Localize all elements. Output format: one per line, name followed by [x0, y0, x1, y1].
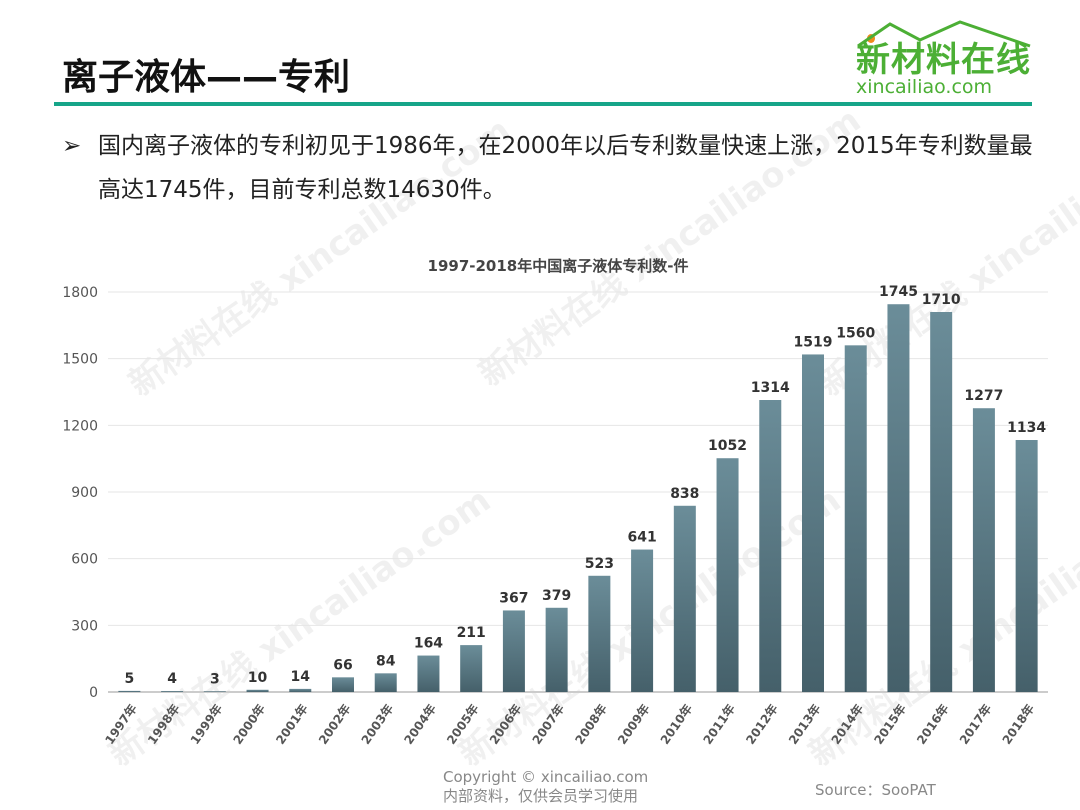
data-label: 5	[124, 671, 134, 687]
x-tick-label: 2007年	[529, 701, 567, 747]
y-tick-label: 1800	[62, 285, 98, 301]
data-label: 4	[167, 671, 177, 687]
x-tick-label: 1998年	[144, 701, 182, 747]
data-label: 367	[499, 590, 528, 606]
data-label: 1710	[922, 292, 961, 308]
x-tick-label: 2013年	[785, 701, 823, 747]
data-label: 211	[457, 625, 486, 641]
x-tick-label: 2011年	[700, 701, 738, 747]
y-tick-label: 1200	[62, 418, 98, 434]
bar	[844, 345, 867, 692]
copyright: Copyright © xincailiao.com 内部资料，仅供会员学习使用	[443, 768, 648, 806]
x-tick-label: 2004年	[401, 701, 439, 747]
data-label: 84	[376, 653, 396, 669]
x-tick-label: 2002年	[315, 701, 353, 747]
bar	[118, 690, 141, 692]
bar	[972, 408, 995, 692]
bar	[1015, 440, 1038, 692]
x-tick-label: 1999年	[187, 701, 225, 747]
data-label: 1277	[964, 388, 1003, 404]
data-label: 66	[333, 657, 352, 673]
x-tick-label: 2009年	[614, 701, 652, 747]
bar	[545, 607, 568, 692]
x-tick-label: 2016年	[913, 701, 951, 747]
data-label: 164	[414, 636, 443, 652]
data-label: 838	[670, 486, 699, 502]
x-tick-label: 2010年	[657, 701, 695, 747]
title-divider	[54, 102, 1032, 106]
logo-cn: 新材料在线	[856, 40, 1031, 80]
bar	[246, 689, 269, 692]
x-tick-label: 2015年	[871, 701, 909, 747]
data-label: 3	[210, 671, 220, 687]
bar	[161, 691, 184, 692]
bar	[203, 691, 226, 692]
x-tick-label: 2000年	[230, 701, 268, 747]
data-label: 1560	[836, 325, 875, 341]
bullet-text: 国内离子液体的专利初见于1986年，在2000年以后专利数量快速上涨，2015年…	[98, 133, 1033, 203]
x-tick-label: 1997年	[101, 701, 139, 747]
page-title: 离子液体——专利	[62, 57, 351, 98]
bar	[631, 549, 654, 692]
data-label: 523	[585, 556, 614, 572]
bar	[802, 354, 824, 692]
arrow-bullet-icon: ➢	[62, 133, 82, 159]
x-tick-label: 2006年	[486, 701, 524, 747]
data-label: 1052	[708, 438, 747, 454]
y-tick-label: 1500	[62, 352, 98, 368]
data-label: 379	[542, 588, 571, 604]
copyright-text: Copyright © xincailiao.com	[443, 768, 649, 786]
bar	[502, 610, 525, 692]
bar	[460, 645, 483, 692]
bar	[289, 688, 312, 692]
bar	[673, 505, 696, 692]
bar	[716, 458, 739, 692]
internal-note: 内部资料，仅供会员学习使用	[443, 787, 639, 805]
bar	[759, 400, 782, 692]
bar	[332, 677, 354, 692]
bullet-point: ➢ 国内离子液体的专利初见于1986年，在2000年以后专利数量快速上涨，201…	[62, 124, 1052, 212]
y-tick-label: 900	[71, 485, 98, 501]
x-tick-label: 2012年	[742, 701, 780, 747]
y-tick-label: 600	[71, 552, 98, 568]
data-label: 10	[248, 670, 268, 686]
x-tick-label: 2003年	[358, 701, 396, 747]
source-note: Source：SooPAT	[815, 781, 936, 799]
bar	[588, 575, 611, 692]
x-tick-label: 2008年	[571, 701, 609, 747]
data-label: 1745	[879, 284, 918, 300]
x-tick-label: 2018年	[999, 701, 1037, 747]
bar	[417, 655, 440, 692]
x-tick-label: 2017年	[956, 701, 994, 747]
x-tick-label: 2014年	[828, 701, 866, 747]
chart-title: 1997-2018年中国离子液体专利数-件	[428, 257, 689, 275]
data-label: 1519	[794, 334, 833, 350]
y-tick-label: 0	[89, 685, 98, 701]
logo-roof-icon	[857, 20, 1031, 48]
bar	[374, 673, 397, 692]
x-tick-label: 2001年	[272, 701, 310, 747]
logo: 新材料在线 xincailiao.com	[850, 18, 1040, 98]
bar	[930, 312, 953, 692]
data-label: 1134	[1007, 420, 1046, 436]
bar	[887, 304, 910, 692]
data-label: 641	[627, 530, 656, 546]
x-tick-label: 2005年	[443, 701, 481, 747]
data-label: 14	[291, 669, 311, 685]
data-label: 1314	[751, 380, 790, 396]
y-tick-label: 300	[71, 618, 98, 634]
logo-en: xincailiao.com	[856, 76, 993, 98]
